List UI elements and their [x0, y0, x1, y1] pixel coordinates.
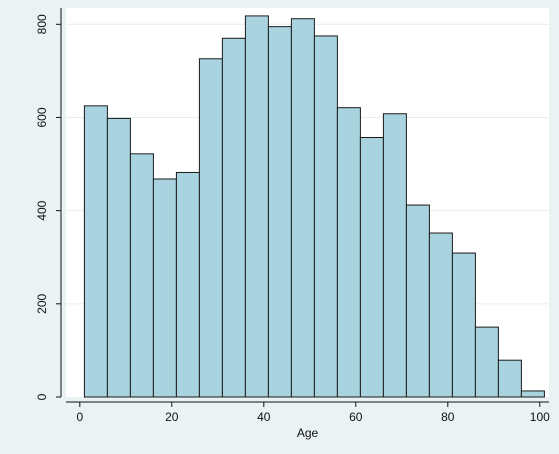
y-tick-label: 0 [35, 393, 49, 400]
histogram-bar [244, 15, 269, 398]
y-tick-label: 600 [35, 107, 49, 127]
histogram-bar [175, 171, 200, 398]
histogram-bar [474, 326, 499, 398]
histogram-bar [382, 113, 407, 398]
histogram-bar [83, 105, 108, 398]
histogram-bar [198, 58, 223, 398]
x-tick-label: 100 [530, 410, 550, 424]
histogram-bar [336, 107, 361, 398]
histogram-bar [221, 37, 246, 398]
x-tick-label: 80 [441, 410, 455, 424]
x-axis-title: Age [297, 426, 319, 440]
histogram-bar [106, 117, 131, 398]
y-axis-ticks: 0 200 400 600 800 [35, 14, 61, 400]
axes [60, 8, 549, 403]
x-tick-label: 20 [165, 410, 179, 424]
x-tick-label: 40 [257, 410, 271, 424]
y-tick-label: 200 [35, 293, 49, 313]
histogram-bar [267, 26, 292, 398]
histogram-bar [405, 204, 430, 398]
histogram-bar [359, 137, 384, 398]
histogram-bar [520, 390, 545, 398]
histogram-bar [451, 252, 476, 398]
histogram-bar [313, 35, 338, 398]
histogram-bar [152, 178, 177, 398]
histogram-bar [497, 359, 522, 398]
histogram-bar [129, 153, 154, 398]
x-tick-label: 60 [349, 410, 363, 424]
x-axis-ticks: 0 20 40 60 80 100 [76, 402, 550, 424]
bars [83, 15, 545, 398]
y-tick-label: 800 [35, 14, 49, 34]
y-tick-label: 400 [35, 200, 49, 220]
histogram-bar [428, 232, 453, 398]
histogram-bar [290, 18, 315, 398]
x-tick-label: 0 [76, 410, 83, 424]
